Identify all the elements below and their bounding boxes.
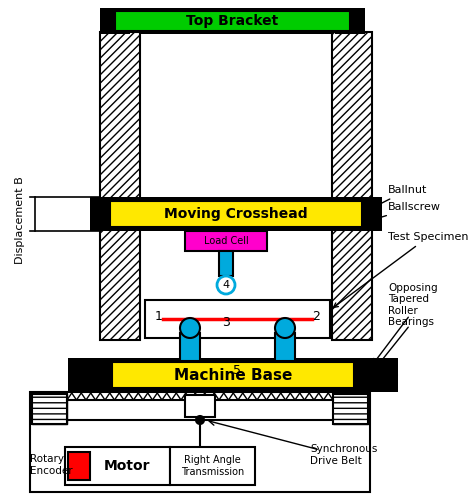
Bar: [68, 358, 90, 392]
Bar: [275, 333, 295, 361]
Bar: [112, 362, 354, 388]
Bar: [32, 394, 67, 424]
Bar: [65, 447, 170, 485]
Text: Rotary
Encoder: Rotary Encoder: [30, 454, 73, 476]
Text: 1: 1: [155, 310, 163, 323]
Text: Ballscrew: Ballscrew: [376, 202, 441, 220]
Bar: [90, 197, 115, 231]
Text: Motor: Motor: [104, 459, 151, 473]
Text: Right Angle
Transmission: Right Angle Transmission: [181, 455, 244, 477]
Text: 4: 4: [222, 280, 229, 290]
Text: Synchronous
Drive Belt: Synchronous Drive Belt: [310, 444, 377, 466]
Text: Displacement B: Displacement B: [15, 176, 25, 264]
Text: 3: 3: [222, 316, 230, 329]
Circle shape: [217, 276, 235, 294]
Circle shape: [275, 318, 295, 338]
Bar: [145, 300, 330, 338]
Circle shape: [367, 209, 377, 219]
Bar: [115, 11, 350, 31]
Bar: [335, 8, 365, 34]
Bar: [170, 447, 255, 485]
Bar: [110, 201, 362, 227]
Circle shape: [196, 416, 204, 424]
Bar: [32, 394, 67, 424]
Text: Moving Crosshead: Moving Crosshead: [164, 207, 308, 221]
Bar: [185, 395, 215, 417]
Text: Ballnut: Ballnut: [376, 185, 428, 206]
Circle shape: [389, 371, 397, 379]
Bar: [185, 231, 267, 251]
Text: 5: 5: [234, 364, 241, 378]
Bar: [357, 197, 382, 231]
Text: Load Cell: Load Cell: [204, 236, 248, 246]
Text: Opposing
Tapered
Roller
Bearings: Opposing Tapered Roller Bearings: [388, 282, 438, 327]
Circle shape: [180, 318, 200, 338]
Bar: [332, 32, 372, 340]
Bar: [354, 362, 376, 388]
Bar: [30, 392, 370, 492]
Bar: [333, 394, 368, 424]
Text: 2: 2: [312, 310, 320, 323]
Text: Top Bracket: Top Bracket: [186, 14, 278, 28]
Bar: [180, 333, 200, 361]
Bar: [219, 251, 233, 276]
Bar: [68, 358, 398, 392]
Bar: [333, 394, 368, 424]
Bar: [68, 452, 90, 480]
Bar: [100, 8, 130, 34]
Text: Test Specimen: Test Specimen: [334, 232, 468, 307]
Bar: [100, 8, 365, 34]
Bar: [376, 358, 398, 392]
Bar: [90, 197, 382, 231]
Bar: [90, 362, 112, 388]
Text: Machine Base: Machine Base: [174, 367, 292, 383]
Bar: [100, 32, 140, 340]
